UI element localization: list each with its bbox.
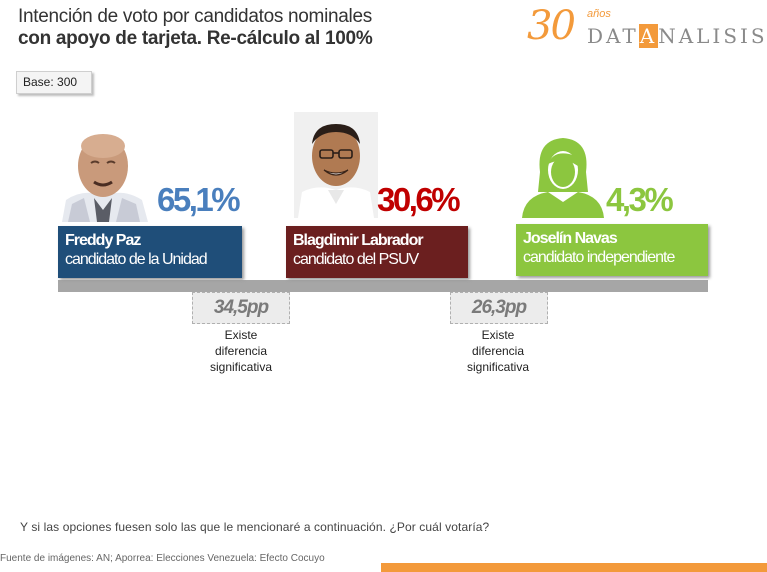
note-line: Existe <box>224 328 258 342</box>
note-line: diferencia <box>214 344 268 358</box>
candidate-name: Freddy Paz <box>65 232 141 249</box>
logo-brand-highlight: A <box>638 24 659 48</box>
candidate-photo-freddy-paz <box>54 130 152 222</box>
image-source: Fuente de imágenes: AN; Aporrea: Eleccio… <box>0 553 325 564</box>
candidate-name: Blagdimir Labrador <box>293 232 424 249</box>
difference-note-2: Existe diferencia significativa <box>453 327 543 375</box>
percent-blagdimir-labrador: 30,6% <box>377 181 461 218</box>
title-line-1: Intención de voto por candidatos nominal… <box>18 6 372 27</box>
candidate-name: Joselín Navas <box>523 230 618 247</box>
logo-anniversary-number: 30 <box>527 3 576 49</box>
datanalisis-logo: 30 años DATANALISIS <box>527 3 765 52</box>
note-line: Existe <box>481 328 515 342</box>
percent-joselin-navas: 4,3% <box>606 181 674 218</box>
percent-freddy-paz: 65,1% <box>157 181 241 218</box>
female-avatar-icon <box>518 132 608 218</box>
logo-anos-label: años <box>587 8 611 20</box>
base-label: Base: 300 <box>16 71 92 94</box>
grey-band <box>58 280 708 292</box>
candidate-role: candidato independiente <box>523 249 675 266</box>
difference-box-1: 34,5pp <box>192 292 290 324</box>
title-line-2: con apoyo de tarjeta. Re-cálculo al 100% <box>18 28 373 49</box>
logo-brand-prefix: DAT <box>587 24 639 48</box>
difference-box-2: 26,3pp <box>450 292 548 324</box>
candidate-role: candidato del PSUV <box>293 251 419 268</box>
logo-brand-suffix: NALISIS <box>658 24 767 48</box>
logo-brand: DATANALISIS <box>587 24 767 48</box>
difference-note-1: Existe diferencia significativa <box>196 327 286 375</box>
note-line: diferencia <box>471 344 525 358</box>
candidate-card-freddy-paz: Freddy Paz candidato de la Unidad <box>58 226 242 280</box>
candidate-card-blagdimir-labrador: Blagdimir Labrador candidato del PSUV <box>286 226 468 280</box>
bottom-accent-bar <box>381 563 767 572</box>
note-line: significativa <box>209 360 273 374</box>
candidate-photo-blagdimir-labrador <box>294 112 378 218</box>
candidate-card-body: Freddy Paz candidato de la Unidad <box>58 226 242 278</box>
candidate-card-body: Joselín Navas candidato independiente <box>516 224 708 276</box>
candidate-card-joselin-navas: Joselín Navas candidato independiente <box>516 224 708 278</box>
note-line: significativa <box>466 360 530 374</box>
survey-question: Y si las opciones fuesen solo las que le… <box>20 520 490 534</box>
candidate-role: candidato de la Unidad <box>65 251 208 268</box>
candidate-card-body: Blagdimir Labrador candidato del PSUV <box>286 226 468 278</box>
slide-title: Intención de voto por candidatos nominal… <box>18 6 498 50</box>
